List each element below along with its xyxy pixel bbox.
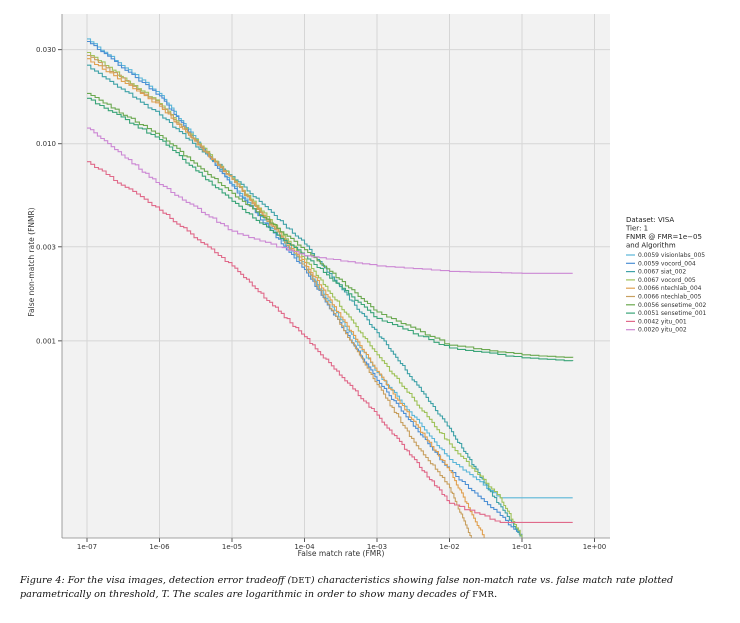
legend-label-sensetime_001: 0.0051 sensetime_001	[638, 310, 707, 317]
series-line-ntechlab_005	[87, 54, 472, 538]
caption-abbr-det: DET	[291, 576, 311, 586]
caption-mid: ) characteristics showing false non-matc…	[20, 575, 674, 600]
series-line-ntechlab_004	[87, 58, 485, 538]
det-chart: 1e-07 1e-06 1e-05 1e-04 1e-03 1e-02 1e-01 1e+00…	[27, 14, 707, 558]
x-tick-label: 1e-05	[222, 543, 242, 551]
x-tick-label: 1e-07	[77, 543, 97, 551]
caption-abbr-fmr: FMR	[472, 590, 495, 600]
y-axis-label: False non-match rate (FNMR)	[27, 207, 36, 316]
x-axis-label: False match rate (FMR)	[298, 549, 385, 558]
legend-title-line: Tier: 1	[625, 225, 648, 233]
legend-label-sensetime_002: 0.0056 sensetime_002	[638, 302, 707, 309]
series-line-siat_002	[87, 64, 523, 538]
legend-label-vocord_004: 0.0059 vocord_004	[638, 260, 696, 267]
legend-label-ntechlab_004: 0.0066 ntechlab_004	[638, 285, 702, 292]
legend-title-line: and Algorithm	[626, 242, 676, 250]
y-tick-label: 0.003	[36, 243, 56, 251]
axes: 1e-07 1e-06 1e-05 1e-04 1e-03 1e-02 1e-01 1e+00…	[36, 14, 610, 551]
x-tick-label: 1e-06	[149, 543, 170, 551]
x-tick-label: 1e-04	[294, 543, 315, 551]
legend-label-ntechlab_005: 0.0066 ntechlab_005	[638, 294, 702, 301]
legend-label-siat_002: 0.0067 siat_002	[638, 269, 686, 276]
legend-label-visionlabs_005: 0.0059 visionlabs_005	[638, 252, 705, 259]
x-tick-label: 1e+00	[583, 543, 607, 551]
series-line-sensetime_001	[87, 97, 574, 362]
legend-label-yitu_002: 0.0020 yitu_002	[638, 327, 687, 334]
series-line-sensetime_002	[87, 92, 574, 358]
grid-lines	[62, 14, 610, 538]
legend-title-line: FNMR @ FMR=1e−05	[626, 233, 702, 241]
legend-label-yitu_001: 0.0042 yitu_001	[638, 318, 687, 325]
caption-end: .	[494, 589, 498, 600]
legend-label-vocord_005: 0.0067 vocord_005	[638, 277, 696, 284]
x-tick-label: 1e-01	[512, 543, 532, 551]
figure-caption: Figure 4: For the visa images, detection…	[20, 574, 725, 602]
y-tick-label: 0.001	[36, 337, 56, 345]
y-tick-label: 0.010	[36, 140, 56, 148]
series-line-vocord_004	[87, 40, 523, 538]
caption-lead: Figure 4: For the visa images, detection…	[20, 575, 292, 586]
series-line-yitu_002	[87, 127, 573, 274]
x-tick-label: 1e-02	[439, 543, 459, 551]
x-tick-label: 1e-03	[367, 543, 387, 551]
series-line-yitu_001	[87, 161, 573, 523]
series-layer	[87, 38, 574, 538]
legend-title-line: Dataset: VISA	[626, 216, 674, 224]
y-tick-label: 0.030	[36, 46, 56, 54]
